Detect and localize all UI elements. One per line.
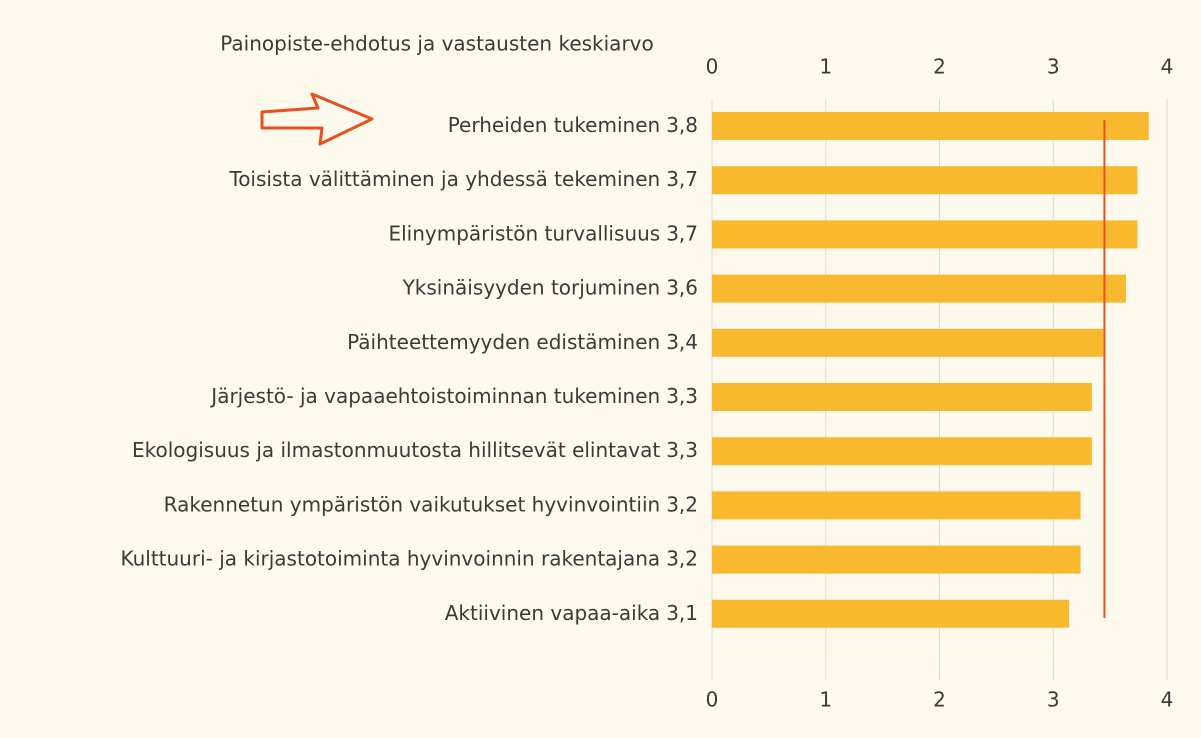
value-label: 3,6 bbox=[666, 275, 698, 299]
x-tick-label-bottom: 4 bbox=[1161, 688, 1174, 712]
x-tick-label-bottom: 1 bbox=[819, 688, 832, 712]
value-label: 3,7 bbox=[666, 221, 698, 245]
x-tick-label-top: 4 bbox=[1161, 55, 1174, 79]
category-label: Ekologisuus ja ilmastonmuutosta hillitse… bbox=[132, 438, 698, 462]
value-label: 3,2 bbox=[666, 546, 698, 570]
bar bbox=[712, 166, 1137, 194]
bar bbox=[712, 491, 1081, 519]
category-name: Aktiivinen vapaa-aika bbox=[445, 600, 660, 624]
category-name: Elinympäristön turvallisuus bbox=[388, 221, 660, 245]
chart: Painopiste-ehdotus ja vastausten keskiar… bbox=[0, 0, 1201, 738]
category-label: Toisista välittäminen ja yhdessä tekemin… bbox=[228, 167, 698, 191]
value-label: 3,1 bbox=[666, 600, 698, 624]
category-name: Päihteettemyyden edistäminen bbox=[347, 329, 660, 353]
x-tick-label-bottom: 2 bbox=[933, 688, 946, 712]
category-name: Rakennetun ympäristön vaikutukset hyvinv… bbox=[164, 492, 661, 516]
chart-title: Painopiste-ehdotus ja vastausten keskiar… bbox=[220, 32, 653, 56]
bar bbox=[712, 437, 1092, 465]
category-name: Ekologisuus ja ilmastonmuutosta hillitse… bbox=[132, 438, 660, 462]
category-name: Järjestö- ja vapaaehtoistoiminnan tukemi… bbox=[209, 384, 660, 408]
value-label: 3,3 bbox=[666, 438, 698, 462]
x-tick-label-top: 3 bbox=[1047, 55, 1060, 79]
value-label: 3,7 bbox=[666, 167, 698, 191]
category-name: Toisista välittäminen ja yhdessä tekemin… bbox=[228, 167, 660, 191]
category-name: Kulttuuri- ja kirjastotoiminta hyvinvoin… bbox=[120, 546, 660, 570]
category-label: Kulttuuri- ja kirjastotoiminta hyvinvoin… bbox=[120, 546, 698, 570]
bar bbox=[712, 275, 1126, 303]
bar bbox=[712, 220, 1137, 248]
category-name: Perheiden tukeminen bbox=[448, 113, 660, 137]
bar bbox=[712, 546, 1081, 574]
category-name: Yksinäisyyden torjuminen bbox=[402, 275, 661, 299]
category-label: Järjestö- ja vapaaehtoistoiminnan tukemi… bbox=[209, 384, 698, 408]
x-tick-label-bottom: 0 bbox=[706, 688, 719, 712]
value-label: 3,4 bbox=[666, 329, 698, 353]
x-tick-label-bottom: 3 bbox=[1047, 688, 1060, 712]
bar bbox=[712, 329, 1103, 357]
x-tick-label-top: 2 bbox=[933, 55, 946, 79]
value-label: 3,8 bbox=[666, 113, 698, 137]
value-label: 3,2 bbox=[666, 492, 698, 516]
bar bbox=[712, 600, 1069, 628]
value-label: 3,3 bbox=[666, 384, 698, 408]
x-tick-label-top: 1 bbox=[819, 55, 832, 79]
category-label: Rakennetun ympäristön vaikutukset hyvinv… bbox=[164, 492, 698, 516]
bar bbox=[712, 112, 1149, 140]
bar bbox=[712, 383, 1092, 411]
x-tick-label-top: 0 bbox=[706, 55, 719, 79]
